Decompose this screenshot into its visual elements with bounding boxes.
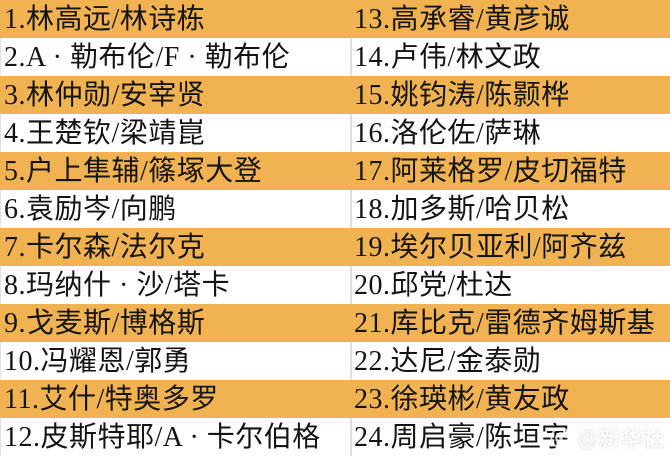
pair-entry: 12.皮斯特耶/A · 卡尔伯格 xyxy=(0,418,350,456)
table-row: 6.袁励岑/向鹏 18.加多斯/哈贝松 xyxy=(0,190,670,228)
pair-entry: 16.洛伦佐/萨琳 xyxy=(350,114,670,152)
pair-entry: 15.姚钧涛/陈颢桦 xyxy=(350,76,670,114)
pair-entry: 9.戈麦斯/博格斯 xyxy=(0,304,350,342)
table-row: 11.艾什/特奥多罗 23.徐瑛彬/黄友政 xyxy=(0,380,670,418)
pair-entry: 3.林仲勋/安宰贤 xyxy=(0,76,350,114)
table-row: 3.林仲勋/安宰贤 15.姚钧涛/陈颢桦 xyxy=(0,76,670,114)
pair-entry: 1.林高远/林诗栋 xyxy=(0,0,350,38)
pair-entry: 24.周启豪/陈垣宇 xyxy=(350,418,670,456)
table-row: 7.卡尔森/法尔克 19.埃尔贝亚利/阿齐兹 xyxy=(0,228,670,266)
table-row: 2.A · 勒布伦/F · 勒布伦 14.卢伟/林文政 xyxy=(0,38,670,76)
table-row: 5.户上隼辅/篠塚大登 17.阿莱格罗/皮切福特 xyxy=(0,152,670,190)
pair-entry: 2.A · 勒布伦/F · 勒布伦 xyxy=(0,38,350,76)
table-row: 1.林高远/林诗栋 13.高承睿/黄彦诚 xyxy=(0,0,670,38)
table-row: 10.冯耀恩/郭勇 22.达尼/金泰勋 xyxy=(0,342,670,380)
pair-entry: 18.加多斯/哈贝松 xyxy=(350,190,670,228)
pair-entry: 4.王楚钦/梁靖崑 xyxy=(0,114,350,152)
pair-entry: 20.邱党/杜达 xyxy=(350,266,670,304)
pair-entry: 14.卢伟/林文政 xyxy=(350,38,670,76)
pair-entry: 19.埃尔贝亚利/阿齐兹 xyxy=(350,228,670,266)
pair-entry: 5.户上隼辅/篠塚大登 xyxy=(0,152,350,190)
pair-entry: 7.卡尔森/法尔克 xyxy=(0,228,350,266)
table-row: 8.玛纳什 · 沙/塔卡 20.邱党/杜达 xyxy=(0,266,670,304)
pair-entry: 11.艾什/特奥多罗 xyxy=(0,380,350,418)
table-row: 12.皮斯特耶/A · 卡尔伯格 24.周启豪/陈垣宇 xyxy=(0,418,670,456)
pair-entry: 23.徐瑛彬/黄友政 xyxy=(350,380,670,418)
pair-entry: 10.冯耀恩/郭勇 xyxy=(0,342,350,380)
pair-entry: 8.玛纳什 · 沙/塔卡 xyxy=(0,266,350,304)
pair-entry: 13.高承睿/黄彦诚 xyxy=(350,0,670,38)
table-row: 9.戈麦斯/博格斯 21.库比克/雷德齐姆斯基 xyxy=(0,304,670,342)
table-row: 4.王楚钦/梁靖崑 16.洛伦佐/萨琳 xyxy=(0,114,670,152)
pair-entry: 17.阿莱格罗/皮切福特 xyxy=(350,152,670,190)
pair-entry: 22.达尼/金泰勋 xyxy=(350,342,670,380)
pair-entry: 6.袁励岑/向鹏 xyxy=(0,190,350,228)
pair-entry: 21.库比克/雷德齐姆斯基 xyxy=(350,304,670,342)
